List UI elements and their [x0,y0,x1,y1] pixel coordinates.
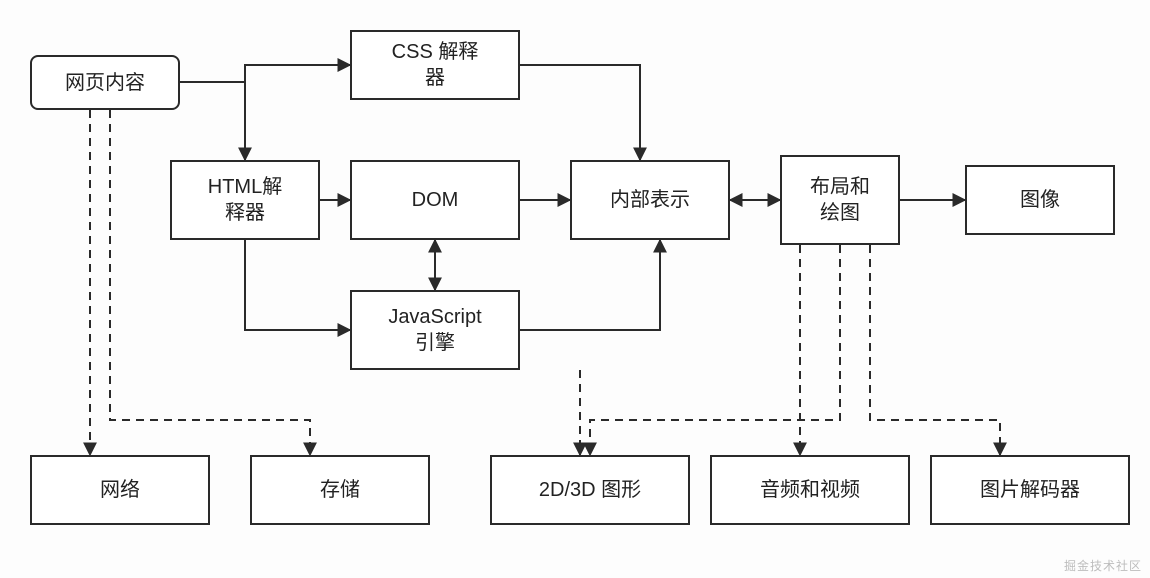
edge-14 [590,245,840,455]
node-label-js_engine: JavaScript引擎 [388,304,481,356]
node-label-image_out: 图像 [1020,187,1060,213]
node-layout_paint: 布局和绘图 [780,155,900,245]
node-label-dom: DOM [412,187,459,213]
node-js_engine: JavaScript引擎 [350,290,520,370]
node-label-img_decoder: 图片解码器 [980,477,1080,503]
edge-0 [180,82,245,160]
node-label-web_content: 网页内容 [65,70,145,96]
edge-9 [520,240,660,330]
node-gfx_2d3d: 2D/3D 图形 [490,455,690,525]
edge-7 [245,240,350,330]
node-img_decoder: 图片解码器 [930,455,1130,525]
node-label-av: 音频和视频 [760,477,860,503]
node-label-internal_rep: 内部表示 [610,187,690,213]
node-label-storage: 存储 [320,477,360,503]
edge-4 [520,65,640,160]
node-image_out: 图像 [965,165,1115,235]
node-storage: 存储 [250,455,430,525]
node-html_parser: HTML解释器 [170,160,320,240]
edge-15 [870,245,1000,455]
node-internal_rep: 内部表示 [570,160,730,240]
watermark-text: 掘金技术社区 [1064,557,1142,574]
node-network: 网络 [30,455,210,525]
node-css_parser: CSS 解释器 [350,30,520,100]
node-label-network: 网络 [100,477,140,503]
node-label-gfx_2d3d: 2D/3D 图形 [539,477,641,503]
node-dom: DOM [350,160,520,240]
node-label-html_parser: HTML解释器 [208,174,282,226]
node-label-css_parser: CSS 解释器 [392,39,479,91]
node-label-layout_paint: 布局和绘图 [810,174,870,226]
node-av: 音频和视频 [710,455,910,525]
edge-1 [245,65,350,170]
node-web_content: 网页内容 [30,55,180,110]
